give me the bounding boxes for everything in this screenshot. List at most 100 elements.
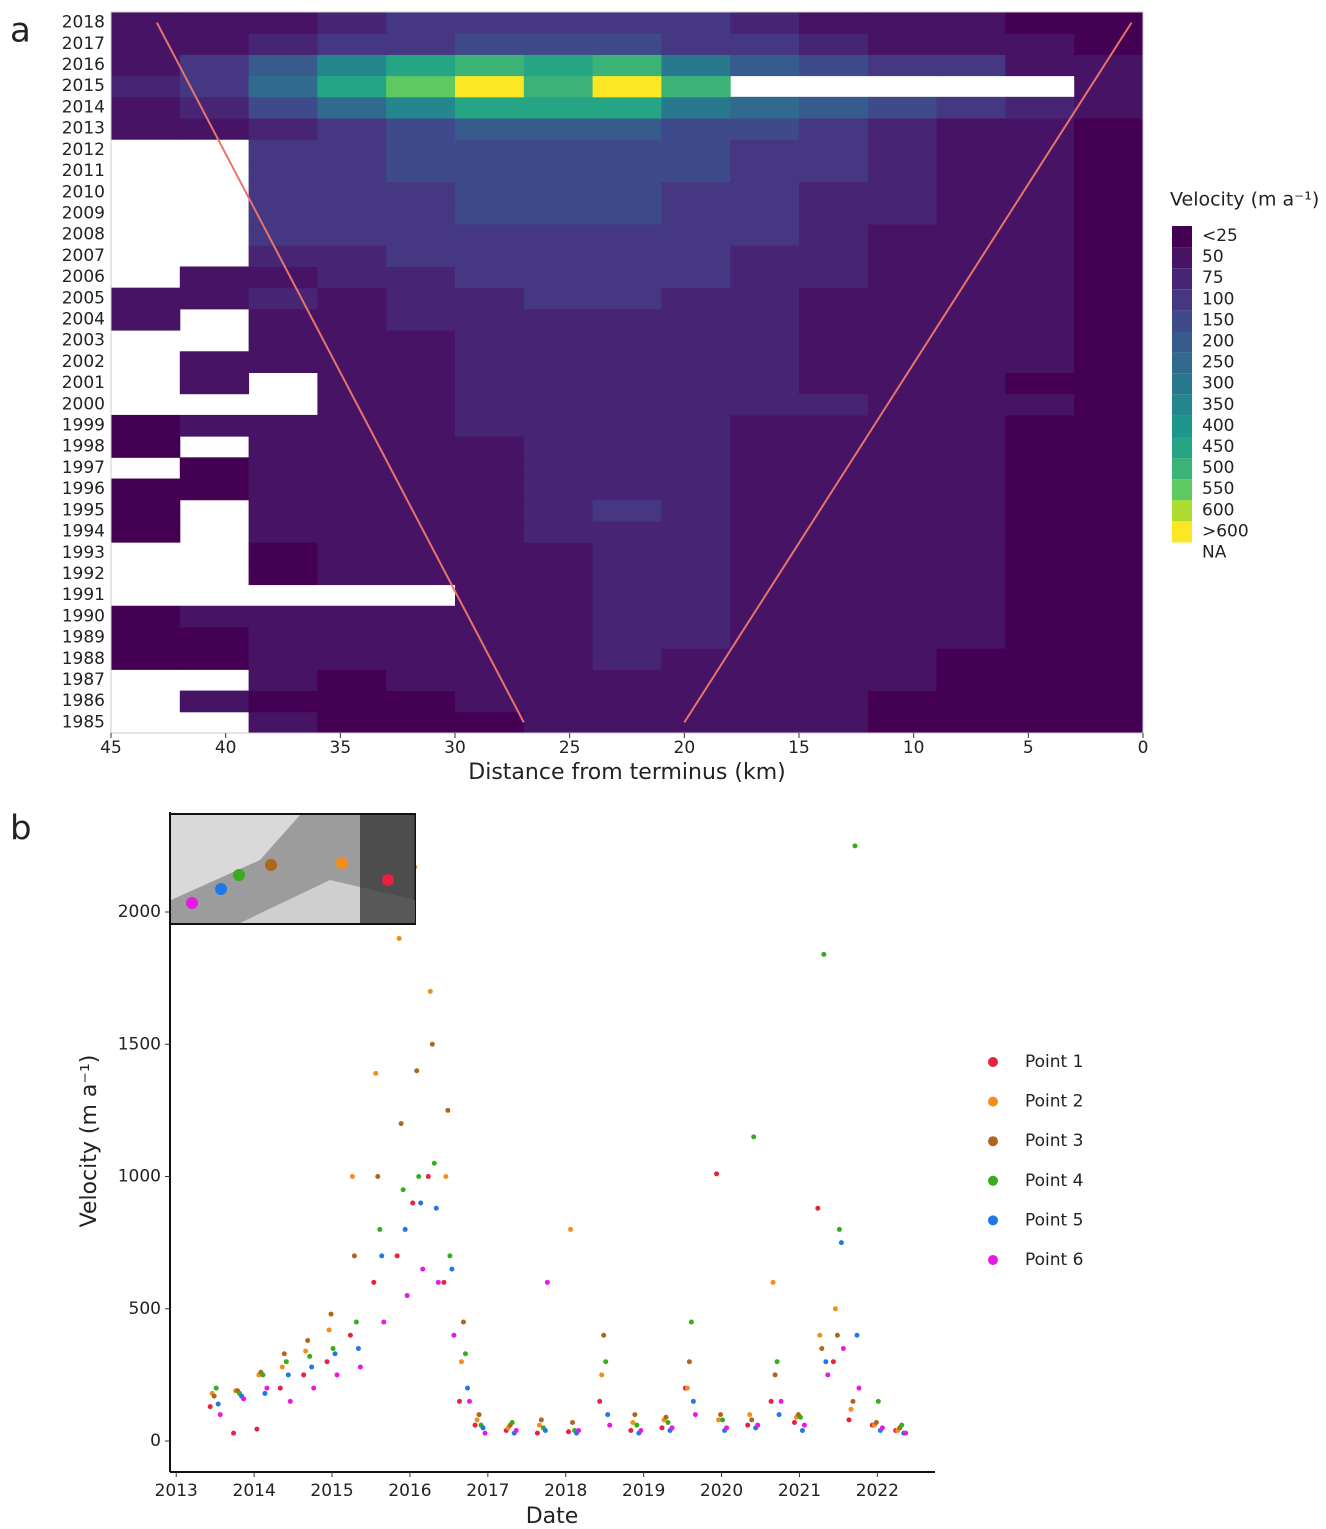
cell: [867, 457, 938, 480]
cell: [317, 457, 387, 480]
cell: [317, 308, 387, 331]
point: [373, 1070, 379, 1076]
point: [576, 1427, 582, 1433]
point: [856, 1385, 862, 1391]
legend-label: 250: [1202, 353, 1234, 373]
cell: [1005, 648, 1075, 670]
cell: [592, 436, 662, 458]
cell: [386, 245, 456, 267]
cell: [730, 266, 800, 289]
y-tick-label: 2014: [62, 97, 105, 117]
cell: [661, 96, 731, 119]
cell: [936, 287, 1006, 310]
cell: [592, 372, 662, 395]
cell: [523, 118, 594, 140]
cell: [455, 690, 525, 713]
cell: [111, 75, 181, 98]
point: [797, 1414, 803, 1420]
point: [751, 1134, 757, 1140]
cell: [111, 308, 181, 331]
cell: [730, 711, 800, 734]
cell: [523, 520, 594, 543]
point: [381, 1319, 387, 1325]
cell: [1074, 54, 1144, 77]
point: [260, 1372, 266, 1378]
cell: [523, 542, 594, 564]
cell: [111, 626, 181, 649]
cell: [936, 330, 1006, 352]
y-tick-label: 0: [150, 1431, 161, 1451]
cell: [111, 478, 181, 501]
point: [425, 1174, 431, 1180]
point: [714, 1171, 720, 1177]
y-tick-label: 2000: [62, 394, 105, 414]
cell: [523, 181, 594, 204]
legend-label: Point 4: [1025, 1171, 1083, 1191]
cell: [523, 245, 594, 267]
cell: [592, 690, 662, 713]
cell: [592, 75, 662, 98]
cell: [1005, 542, 1075, 564]
x-tick-label: 2019: [622, 1481, 665, 1501]
legend-swatch: [1172, 437, 1192, 459]
cell: [799, 181, 869, 204]
cell: [867, 542, 938, 564]
cell: [1005, 308, 1075, 331]
point: [720, 1417, 726, 1423]
y-tick-label: 1987: [62, 670, 105, 690]
cell: [386, 202, 456, 225]
cell: [248, 139, 318, 161]
legend-swatch: [1172, 394, 1192, 416]
site: [382, 874, 394, 886]
cell: [1074, 75, 1144, 98]
cell: [1005, 181, 1075, 204]
cell: [799, 33, 869, 55]
cell: [179, 12, 250, 34]
point: [371, 1279, 377, 1285]
cell: [179, 75, 250, 98]
cell: [317, 160, 387, 183]
cell: [317, 563, 387, 586]
point: [830, 1359, 836, 1365]
cell: [592, 563, 662, 586]
cell: [730, 520, 800, 543]
point: [334, 1372, 340, 1378]
cell: [592, 181, 662, 204]
cell: [730, 372, 800, 395]
cell: [799, 308, 869, 331]
cell: [523, 33, 594, 55]
cell: [661, 181, 731, 204]
point: [326, 1327, 332, 1333]
point: [480, 1425, 486, 1431]
cell: [730, 118, 800, 140]
cell: [386, 436, 456, 458]
legend-marker: [988, 1057, 998, 1067]
point: [632, 1412, 638, 1418]
cell: [936, 520, 1006, 543]
cell: [661, 478, 731, 501]
cell: [592, 669, 662, 692]
cell: [936, 648, 1006, 670]
cell: [455, 711, 525, 734]
cell: [317, 287, 387, 310]
cell: [386, 563, 456, 586]
point: [768, 1398, 774, 1404]
cell: [179, 605, 250, 628]
cell: [179, 690, 250, 713]
point: [445, 1107, 451, 1113]
cell: [455, 139, 525, 161]
point: [462, 1351, 468, 1357]
cell: [523, 563, 594, 586]
point: [801, 1422, 807, 1428]
cell: [248, 499, 318, 522]
cell: [317, 266, 387, 289]
cell: [661, 202, 731, 225]
cell: [455, 478, 525, 501]
cell: [248, 224, 318, 246]
cell: [111, 436, 181, 458]
cell: [523, 626, 594, 649]
cell: [1005, 118, 1075, 140]
point: [231, 1430, 237, 1436]
y-tick-label: 2011: [62, 161, 105, 181]
cell: [1005, 224, 1075, 246]
